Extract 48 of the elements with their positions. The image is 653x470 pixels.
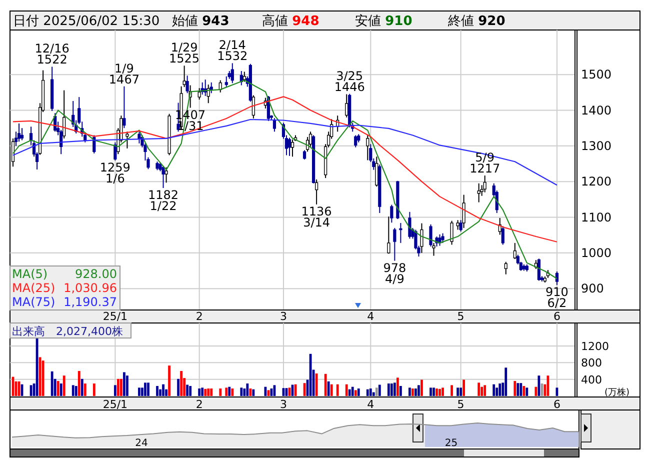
y-tick-label: 1100 — [581, 210, 612, 224]
text: MA(5) — [12, 267, 48, 281]
text: MA(75) — [12, 295, 56, 309]
text: 安値 910 — [355, 13, 412, 29]
y-tick-label: 1500 — [581, 68, 612, 82]
y-tick-label: 1300 — [581, 138, 612, 153]
text: 高値 948 — [262, 13, 320, 29]
annotation: 1136 3/14 — [301, 204, 332, 230]
y-tick-label: 1200 — [581, 174, 612, 189]
annotation: 1,190.37 — [64, 295, 117, 309]
y-tick-label: 900 — [581, 282, 604, 296]
annotation: 12/16 1522 — [34, 42, 70, 67]
annotation: 928.00 — [75, 267, 117, 281]
text: 始値 943 — [172, 14, 230, 29]
annotation: 978 4/9 — [383, 260, 406, 286]
x-tick-label: 5 — [457, 398, 464, 411]
annotation: 3/25 1446 — [334, 68, 365, 94]
x-tick-label: 25/1 — [102, 310, 128, 323]
y-axis-title: (万株) — [604, 387, 630, 398]
annotation: 1259 1/6 — [100, 160, 130, 186]
x-tick-label: 4 — [367, 310, 374, 323]
y-tick-label: 400 — [581, 373, 602, 386]
text: MA(25) — [12, 281, 56, 295]
annotation: 1/9 1467 — [108, 61, 140, 86]
x-tick-label: 25 — [444, 438, 458, 449]
text: 終値 920 — [447, 14, 506, 29]
annotation: 910 6/2 — [546, 285, 568, 310]
annotation: 1182 1/22 — [148, 188, 179, 214]
y-tick-label: 1400 — [581, 103, 612, 118]
chart-title: 日付 2025/06/02 15:30 — [13, 14, 160, 29]
x-tick-label: 2 — [196, 398, 203, 411]
x-tick-label: 3 — [280, 398, 287, 411]
annotation: 2/14 1532 — [217, 38, 248, 64]
y-tick-label: 1200 — [581, 340, 609, 353]
x-tick-label: 3 — [280, 310, 287, 323]
x-tick-label: 24 — [135, 438, 148, 449]
x-tick-label: 25/1 — [102, 398, 128, 411]
x-tick-label: 5 — [457, 310, 464, 323]
x-tick-label: 2 — [196, 310, 203, 323]
x-tick-label: 4 — [367, 398, 374, 411]
annotation: 5/9 1217 — [470, 150, 500, 176]
annotation: 1/29 1525 — [169, 40, 200, 66]
x-tick-label: 6 — [553, 398, 560, 411]
y-tick-label: 800 — [581, 356, 602, 370]
chart-title: 出来高 2,027,400株 — [12, 325, 123, 338]
annotation: 1,030.96 — [64, 281, 117, 295]
x-tick-label: 6 — [553, 310, 560, 323]
y-tick-label: 1000 — [581, 246, 612, 260]
